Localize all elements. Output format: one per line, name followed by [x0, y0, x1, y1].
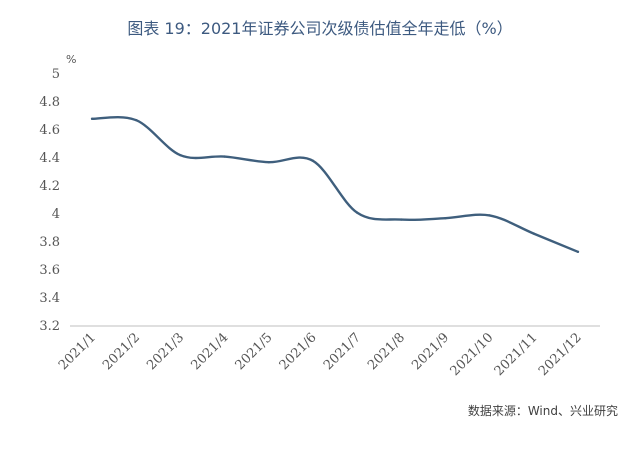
data-point	[179, 154, 182, 157]
x-tick-label: 2021/11	[492, 330, 541, 379]
y-tick-label: 3.4	[39, 291, 60, 306]
y-tick-label: 3.6	[39, 263, 60, 278]
data-point	[311, 159, 315, 162]
data-point	[532, 232, 535, 235]
source-note: 数据来源：Wind、兴业研究	[467, 404, 618, 418]
data-point	[267, 161, 270, 164]
y-axis-unit: %	[66, 53, 76, 66]
x-tick-label: 2021/9	[409, 330, 452, 373]
data-point	[223, 155, 226, 158]
series-points	[90, 117, 580, 253]
data-point	[135, 119, 138, 122]
data-point	[444, 217, 447, 220]
data-point	[488, 214, 491, 217]
data-point	[90, 117, 94, 121]
series-line	[90, 115, 580, 253]
x-tick-label: 2021/12	[536, 330, 585, 379]
x-tick-label: 2021/3	[144, 330, 187, 373]
y-tick-label: 4.8	[39, 95, 60, 110]
x-tick-label: 2021/1	[56, 330, 99, 373]
y-axis: 5 4.8 4.6 4.4 4.2 4 3.8 3.6 3.4 3.2	[39, 67, 60, 334]
x-tick-label: 2021/4	[188, 330, 231, 373]
x-tick-label: 2021/7	[321, 330, 364, 373]
y-tick-label: 4	[52, 207, 60, 222]
x-tick-label: 2021/2	[100, 330, 143, 373]
data-point	[355, 211, 359, 214]
x-tick-label: 2021/6	[277, 330, 320, 373]
x-tick-label: 2021/10	[448, 330, 497, 379]
y-tick-label: 3.8	[39, 235, 60, 250]
y-tick-label: 4.2	[39, 179, 60, 194]
chart-title: 图表 19：2021年证券公司次级债估值全年走低（%）	[127, 19, 513, 38]
x-tick-label: 2021/8	[365, 330, 408, 373]
data-point	[576, 250, 580, 253]
y-tick-label: 5	[52, 67, 60, 82]
y-tick-label: 3.2	[39, 319, 60, 334]
y-tick-label: 4.4	[39, 151, 60, 166]
x-axis: 2021/1 2021/2 2021/3 2021/4 2021/5 2021/6 2021…	[56, 330, 585, 379]
y-tick-label: 4.6	[39, 123, 60, 138]
data-point	[400, 218, 403, 221]
x-tick-label: 2021/5	[233, 330, 276, 373]
